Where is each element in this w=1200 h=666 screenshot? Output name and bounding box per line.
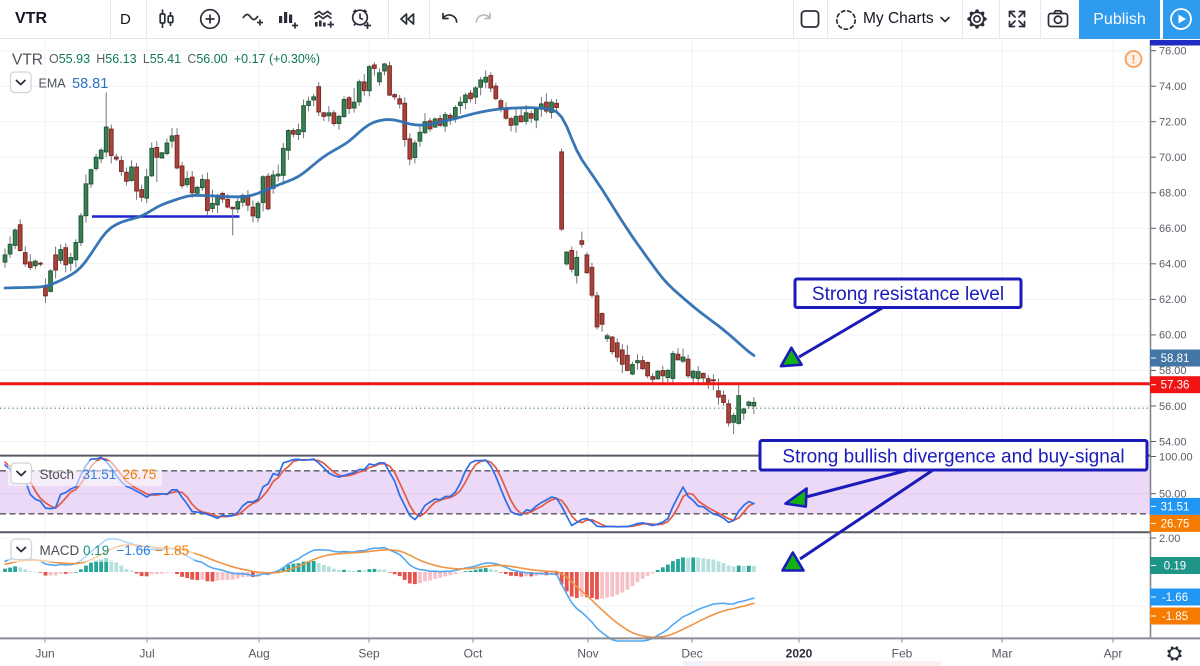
- svg-text:68.00: 68.00: [1159, 188, 1187, 200]
- svg-text:Strong bullish divergence and: Strong bullish divergence and buy-signal: [782, 447, 1124, 468]
- svg-text:58.00: 58.00: [1159, 365, 1187, 377]
- svg-text:76.00: 76.00: [1159, 46, 1187, 58]
- svg-text:−1.85: −1.85: [155, 543, 189, 558]
- svg-text:VTR: VTR: [12, 52, 43, 69]
- svg-text:54.00: 54.00: [1159, 436, 1187, 448]
- svg-text:Jun: Jun: [35, 647, 54, 661]
- svg-text:31.51: 31.51: [1161, 501, 1190, 513]
- svg-text:Nov: Nov: [577, 647, 598, 661]
- svg-text:0.19: 0.19: [1164, 561, 1186, 573]
- svg-text:58.81: 58.81: [1161, 353, 1190, 365]
- svg-text:70.00: 70.00: [1159, 152, 1187, 164]
- svg-text:26.75: 26.75: [1161, 518, 1190, 530]
- svg-text:Apr: Apr: [1104, 647, 1123, 661]
- svg-text:58.81: 58.81: [72, 76, 108, 92]
- svg-text:64.00: 64.00: [1159, 259, 1187, 271]
- svg-text:26.75: 26.75: [123, 467, 157, 482]
- svg-text:62.00: 62.00: [1159, 294, 1187, 306]
- svg-text:57.36: 57.36: [1161, 380, 1190, 392]
- svg-text:Strong resistance level: Strong resistance level: [812, 284, 1004, 305]
- svg-text:0.19: 0.19: [83, 543, 109, 558]
- svg-text:-1.85: -1.85: [1162, 611, 1188, 623]
- svg-text:Oct: Oct: [464, 647, 483, 661]
- svg-text:MACD: MACD: [40, 543, 80, 558]
- svg-text:66.00: 66.00: [1159, 223, 1187, 235]
- svg-text:Mar: Mar: [992, 647, 1013, 661]
- svg-text:Stoch: Stoch: [40, 467, 75, 482]
- svg-text:100.00: 100.00: [1159, 451, 1193, 463]
- svg-text:−1.66: −1.66: [117, 543, 151, 558]
- svg-text:Jul: Jul: [139, 647, 154, 661]
- svg-text:Feb: Feb: [892, 647, 913, 661]
- svg-text:50.00: 50.00: [1159, 489, 1187, 501]
- svg-text:-1.66: -1.66: [1162, 592, 1188, 604]
- svg-text:56.00: 56.00: [1159, 401, 1187, 413]
- svg-text:!: !: [1132, 53, 1136, 67]
- svg-text:31.51: 31.51: [83, 467, 117, 482]
- svg-text:60.00: 60.00: [1159, 330, 1187, 342]
- svg-text:Dec: Dec: [681, 647, 702, 661]
- svg-text:74.00: 74.00: [1159, 81, 1187, 93]
- svg-text:2.00: 2.00: [1159, 533, 1180, 545]
- svg-text:72.00: 72.00: [1159, 117, 1187, 129]
- svg-text:2020: 2020: [786, 647, 813, 661]
- svg-text:EMA: EMA: [39, 77, 67, 91]
- svg-text:O55.93 H56.13 L55.41 C56.00 +0: O55.93 H56.13 L55.41 C56.00 +0.17 (+0.30…: [49, 52, 320, 66]
- svg-text:Sep: Sep: [358, 647, 380, 661]
- svg-text:Aug: Aug: [248, 647, 269, 661]
